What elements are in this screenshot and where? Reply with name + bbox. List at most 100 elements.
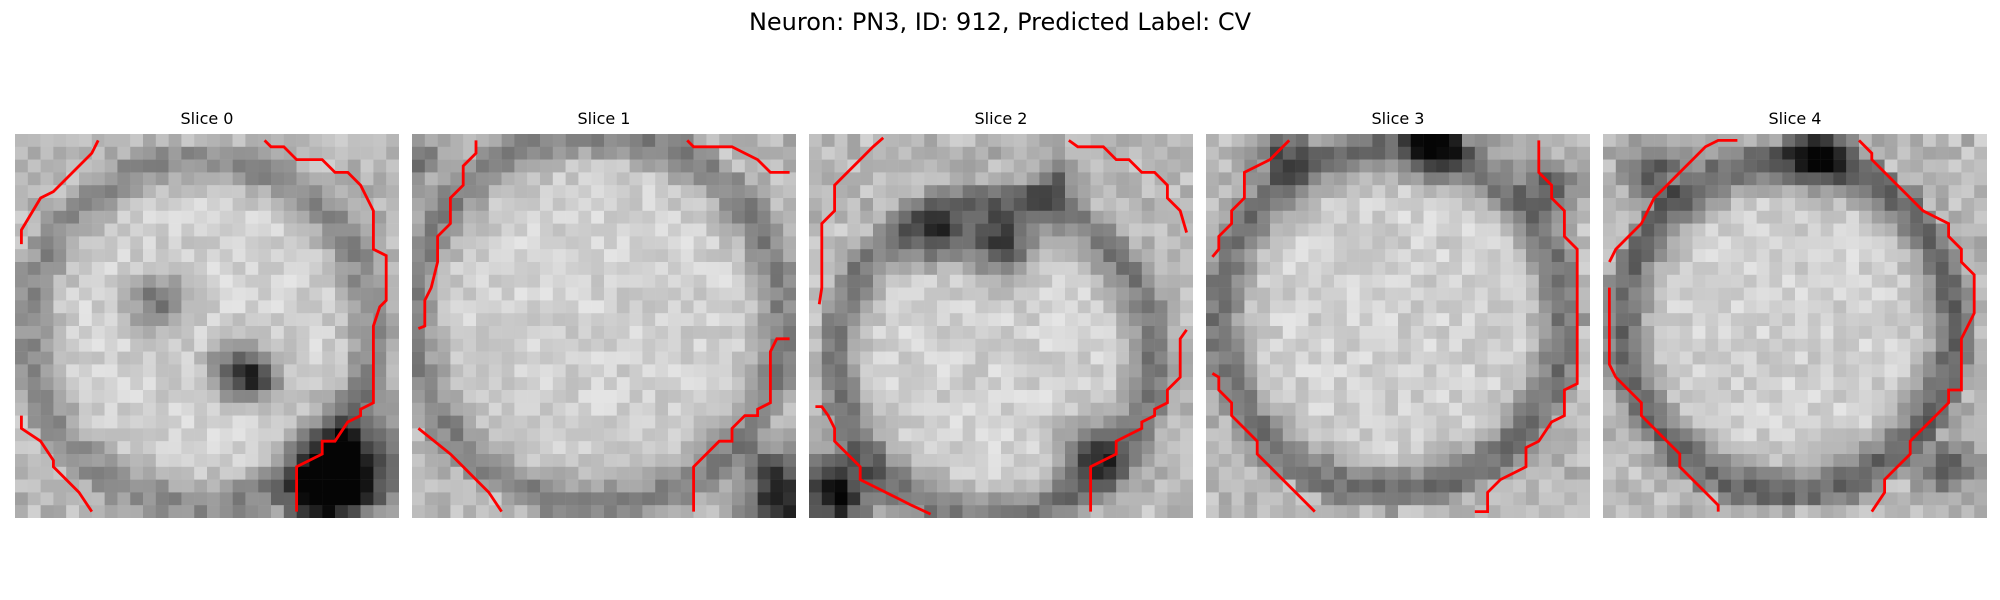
image-pixel: [1001, 492, 1015, 506]
image-pixel: [1654, 505, 1668, 518]
image-pixel: [335, 262, 349, 276]
image-pixel: [1743, 300, 1757, 314]
image-pixel: [757, 479, 771, 493]
image-pixel: [91, 326, 105, 340]
image-pixel: [1346, 351, 1360, 365]
image-pixel: [1206, 454, 1220, 468]
image-pixel: [1718, 326, 1732, 340]
image-pixel: [1231, 402, 1245, 416]
image-pixel: [463, 134, 477, 148]
image-pixel: [1654, 236, 1668, 250]
image-pixel: [1820, 351, 1834, 365]
image-pixel: [1474, 159, 1488, 173]
image-pixel: [1065, 390, 1079, 404]
image-pixel: [1001, 262, 1015, 276]
image-pixel: [1859, 172, 1873, 186]
image-pixel: [1731, 172, 1745, 186]
image-pixel: [1449, 236, 1463, 250]
image-pixel: [104, 428, 118, 442]
image-pixel: [1116, 198, 1130, 212]
image-pixel: [181, 505, 195, 518]
image-pixel: [386, 441, 399, 455]
image-pixel: [706, 134, 720, 148]
image-pixel: [1295, 364, 1309, 378]
image-pixel: [706, 377, 720, 391]
image-pixel: [706, 287, 720, 301]
image-pixel: [821, 274, 835, 288]
image-pixel: [322, 466, 336, 480]
image-pixel: [770, 390, 784, 404]
image-pixel: [860, 210, 874, 224]
image-pixel: [1410, 262, 1424, 276]
image-pixel: [1807, 505, 1821, 518]
image-pixel: [1923, 185, 1937, 199]
image-pixel: [1218, 249, 1232, 263]
image-pixel: [1244, 210, 1258, 224]
image-pixel: [271, 415, 285, 429]
image-pixel: [245, 466, 259, 480]
image-pixel: [219, 172, 233, 186]
image-pixel: [514, 466, 528, 480]
image-pixel: [719, 134, 733, 148]
image-pixel: [1948, 466, 1962, 480]
image-pixel: [1743, 262, 1757, 276]
image-pixel: [1103, 159, 1117, 173]
image-pixel: [437, 428, 451, 442]
image-pixel: [1436, 428, 1450, 442]
image-pixel: [1513, 364, 1527, 378]
image-pixel: [1615, 274, 1629, 288]
image-pixel: [744, 223, 758, 237]
image-pixel: [1026, 415, 1040, 429]
image-pixel: [975, 351, 989, 365]
image-pixel: [1526, 300, 1540, 314]
image-pixel: [1538, 210, 1552, 224]
image-pixel: [1974, 274, 1987, 288]
image-pixel: [732, 210, 746, 224]
image-pixel: [360, 210, 374, 224]
image-pixel: [693, 326, 707, 340]
image-pixel: [1743, 454, 1757, 468]
image-pixel: [642, 466, 656, 480]
image-pixel: [207, 146, 221, 160]
image-pixel: [219, 134, 233, 148]
image-pixel: [1935, 262, 1949, 276]
image-pixel: [834, 287, 848, 301]
image-pixel: [450, 198, 464, 212]
image-pixel: [1257, 300, 1271, 314]
image-pixel: [988, 223, 1002, 237]
image-pixel: [1436, 377, 1450, 391]
image-pixel: [53, 300, 67, 314]
image-pixel: [258, 172, 272, 186]
image-pixel: [693, 198, 707, 212]
image-pixel: [1846, 390, 1860, 404]
image-pixel: [79, 428, 93, 442]
image-pixel: [1013, 505, 1027, 518]
image-pixel: [15, 351, 29, 365]
image-pixel: [898, 159, 912, 173]
image-pixel: [424, 466, 438, 480]
image-pixel: [501, 210, 515, 224]
image-pixel: [1013, 146, 1027, 160]
image-pixel: [488, 415, 502, 429]
image-pixel: [1282, 210, 1296, 224]
image-pixel: [1782, 338, 1796, 352]
image-pixel: [258, 428, 272, 442]
image-pixel: [937, 274, 951, 288]
image-pixel: [1731, 274, 1745, 288]
image-pixel: [616, 146, 630, 160]
image-pixel: [1679, 505, 1693, 518]
image-pixel: [1116, 313, 1130, 327]
image-pixel: [309, 351, 323, 365]
image-pixel: [578, 185, 592, 199]
image-pixel: [207, 466, 221, 480]
image-pixel: [232, 351, 246, 365]
image-pixel: [834, 390, 848, 404]
image-pixel: [66, 236, 80, 250]
image-pixel: [962, 466, 976, 480]
image-pixel: [1500, 428, 1514, 442]
image-pixel: [194, 185, 208, 199]
image-pixel: [1308, 210, 1322, 224]
image-pixel: [1603, 262, 1617, 276]
image-pixel: [1372, 479, 1386, 493]
image-pixel: [27, 402, 41, 416]
